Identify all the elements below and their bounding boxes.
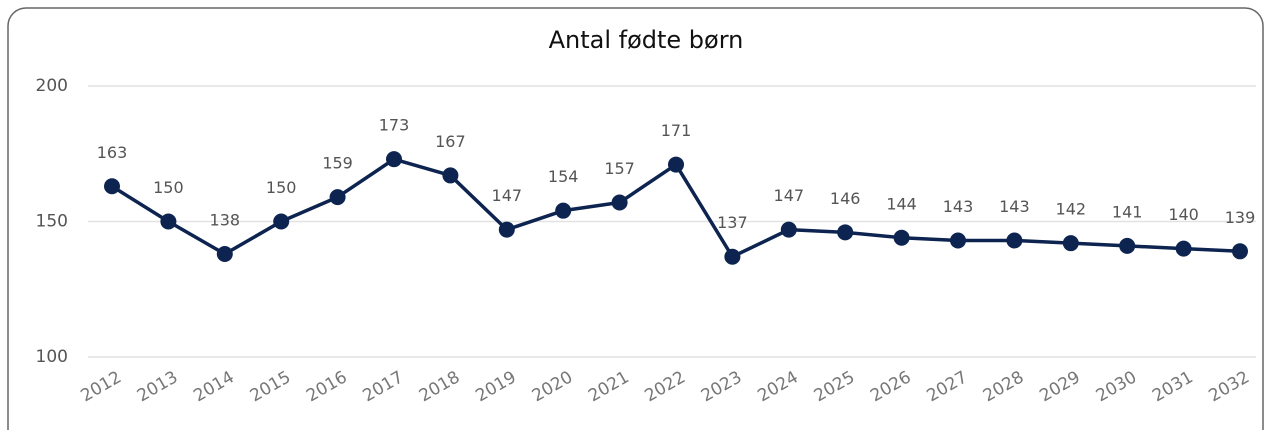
value-label: 159 xyxy=(322,154,353,173)
point xyxy=(837,224,854,241)
value-label: 141 xyxy=(1112,202,1143,221)
point xyxy=(1006,232,1023,249)
point xyxy=(329,189,346,206)
y-tick-label: 200 xyxy=(36,76,68,96)
value-label: 154 xyxy=(548,167,579,186)
point xyxy=(1175,240,1192,257)
value-label: 173 xyxy=(379,116,410,135)
value-label: 167 xyxy=(435,132,466,151)
value-label: 140 xyxy=(1168,205,1199,224)
value-label: 139 xyxy=(1225,208,1256,227)
point xyxy=(950,232,966,249)
value-label: 150 xyxy=(266,178,297,197)
point xyxy=(104,178,120,195)
value-label: 143 xyxy=(943,197,974,216)
point xyxy=(611,194,628,211)
value-label: 144 xyxy=(886,194,917,213)
point xyxy=(555,202,572,219)
point xyxy=(893,229,910,246)
point xyxy=(780,221,797,238)
value-label: 147 xyxy=(774,186,805,205)
point xyxy=(216,246,233,263)
point xyxy=(273,213,290,230)
value-label: 157 xyxy=(604,159,635,178)
value-label: 138 xyxy=(210,211,241,230)
value-label: 143 xyxy=(999,197,1030,216)
point xyxy=(1062,235,1079,252)
value-label: 142 xyxy=(1056,200,1087,219)
chart-title: Antal fødte børn xyxy=(549,26,744,54)
value-label: 171 xyxy=(661,121,692,140)
value-label: 163 xyxy=(97,143,128,162)
chart-frame xyxy=(7,7,1264,430)
value-label: 146 xyxy=(830,189,861,208)
point xyxy=(1232,243,1248,260)
y-tick-label: 150 xyxy=(36,212,68,232)
y-tick-label: 100 xyxy=(36,347,68,367)
value-label: 147 xyxy=(492,186,523,205)
point xyxy=(724,248,741,265)
point xyxy=(1119,237,1136,254)
point xyxy=(668,156,684,173)
point xyxy=(386,151,402,168)
point xyxy=(160,213,177,230)
value-label: 137 xyxy=(717,213,748,232)
point xyxy=(498,221,515,238)
point xyxy=(442,167,459,184)
value-label: 150 xyxy=(153,178,184,197)
